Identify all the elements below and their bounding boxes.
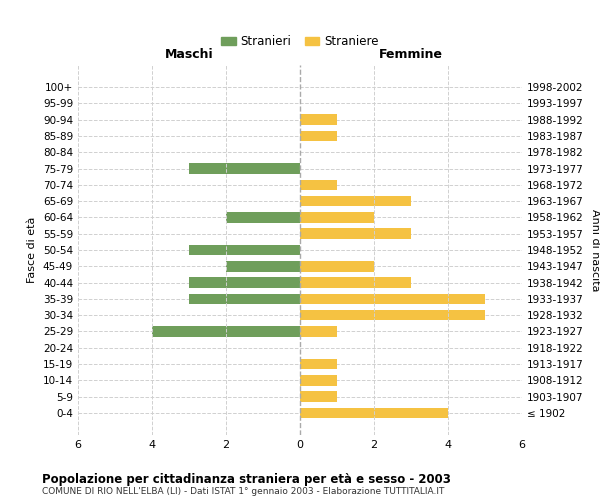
Bar xyxy=(300,114,337,125)
Text: Femmine: Femmine xyxy=(379,48,443,62)
Bar xyxy=(300,392,337,402)
Legend: Stranieri, Straniere: Stranieri, Straniere xyxy=(217,30,383,52)
Bar xyxy=(300,228,411,239)
Bar xyxy=(300,326,337,336)
Bar xyxy=(189,164,300,174)
Bar xyxy=(226,261,300,272)
Bar xyxy=(300,294,485,304)
Bar xyxy=(300,375,337,386)
Bar xyxy=(300,310,485,320)
Bar xyxy=(300,212,374,222)
Bar xyxy=(300,358,337,370)
Bar xyxy=(300,130,337,141)
Text: Popolazione per cittadinanza straniera per età e sesso - 2003: Popolazione per cittadinanza straniera p… xyxy=(42,472,451,486)
Bar xyxy=(300,261,374,272)
Bar xyxy=(300,196,411,206)
Y-axis label: Anni di nascita: Anni di nascita xyxy=(590,209,600,291)
Bar xyxy=(189,278,300,288)
Bar xyxy=(189,244,300,256)
Text: Maschi: Maschi xyxy=(164,48,214,62)
Y-axis label: Fasce di età: Fasce di età xyxy=(28,217,37,283)
Bar xyxy=(300,180,337,190)
Bar xyxy=(300,408,448,418)
Bar xyxy=(226,212,300,222)
Bar xyxy=(189,294,300,304)
Text: COMUNE DI RIO NELL'ELBA (LI) - Dati ISTAT 1° gennaio 2003 - Elaborazione TUTTITA: COMUNE DI RIO NELL'ELBA (LI) - Dati ISTA… xyxy=(42,488,445,496)
Bar xyxy=(152,326,300,336)
Bar xyxy=(300,278,411,288)
